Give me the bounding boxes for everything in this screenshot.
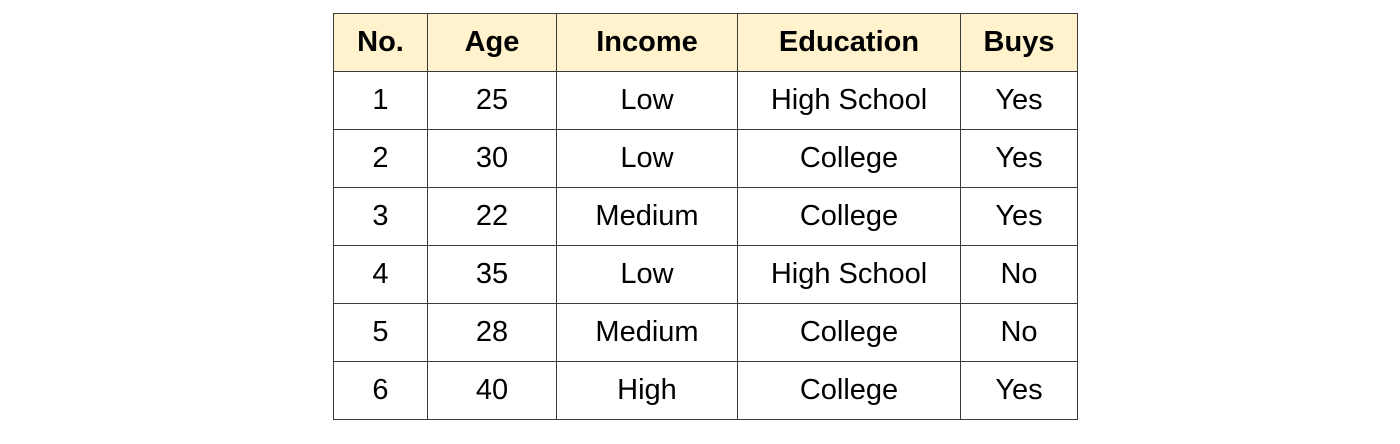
- cell-age: 25: [427, 71, 557, 130]
- table-header: No. Age Income Education Buys: [333, 13, 1078, 72]
- cell-buys: Yes: [960, 361, 1078, 420]
- cell-income: High: [556, 361, 738, 420]
- table-row: 4 35 Low High School No: [333, 245, 1078, 304]
- cell-income: Medium: [556, 303, 738, 362]
- header-cell-education: Education: [737, 13, 961, 72]
- header-row: No. Age Income Education Buys: [333, 13, 1078, 72]
- cell-no: 5: [333, 303, 428, 362]
- cell-income: Low: [556, 245, 738, 304]
- table-row: 2 30 Low College Yes: [333, 129, 1078, 188]
- header-cell-income: Income: [556, 13, 738, 72]
- cell-buys: Yes: [960, 187, 1078, 246]
- cell-age: 28: [427, 303, 557, 362]
- cell-buys: No: [960, 303, 1078, 362]
- cell-education: High School: [737, 71, 961, 130]
- header-cell-age: Age: [427, 13, 557, 72]
- header-cell-no: No.: [333, 13, 428, 72]
- header-cell-buys: Buys: [960, 13, 1078, 72]
- cell-age: 35: [427, 245, 557, 304]
- table-row: 5 28 Medium College No: [333, 303, 1078, 362]
- cell-buys: Yes: [960, 71, 1078, 130]
- cell-education: College: [737, 129, 961, 188]
- cell-income: Medium: [556, 187, 738, 246]
- table-body: 1 25 Low High School Yes 2 30 Low Colleg…: [333, 71, 1078, 420]
- cell-no: 1: [333, 71, 428, 130]
- cell-education: College: [737, 187, 961, 246]
- table-row: 1 25 Low High School Yes: [333, 71, 1078, 130]
- table-row: 3 22 Medium College Yes: [333, 187, 1078, 246]
- cell-education: College: [737, 361, 961, 420]
- cell-age: 30: [427, 129, 557, 188]
- data-table: No. Age Income Education Buys 1 25 Low H…: [333, 13, 1078, 420]
- cell-income: Low: [556, 71, 738, 130]
- cell-age: 40: [427, 361, 557, 420]
- cell-buys: No: [960, 245, 1078, 304]
- cell-education: High School: [737, 245, 961, 304]
- cell-income: Low: [556, 129, 738, 188]
- cell-education: College: [737, 303, 961, 362]
- table-row: 6 40 High College Yes: [333, 361, 1078, 420]
- cell-buys: Yes: [960, 129, 1078, 188]
- cell-no: 2: [333, 129, 428, 188]
- cell-no: 6: [333, 361, 428, 420]
- cell-no: 4: [333, 245, 428, 304]
- cell-no: 3: [333, 187, 428, 246]
- cell-age: 22: [427, 187, 557, 246]
